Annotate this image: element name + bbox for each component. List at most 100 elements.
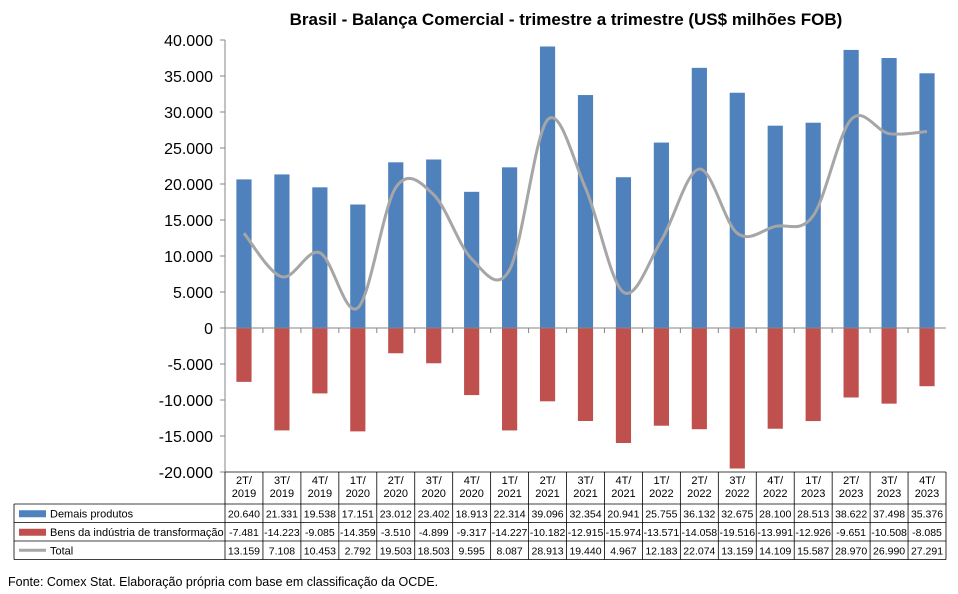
data-cell: 19.538 bbox=[304, 508, 336, 520]
legend-key-1 bbox=[19, 528, 46, 536]
data-cell: -3.510 bbox=[381, 527, 411, 539]
bar-bens-industria-9 bbox=[577, 328, 594, 421]
y-tick-label: 15.000 bbox=[164, 213, 213, 230]
data-cell: 19.440 bbox=[569, 545, 601, 557]
data-table: 2T/2019 3T/2019 4T/2019 1T/2020 2T/2020 3T/20… bbox=[13, 471, 947, 560]
bar-bens-industria-2 bbox=[312, 328, 328, 394]
data-cell: 13.159 bbox=[721, 545, 753, 557]
bar-bens-industria-7 bbox=[502, 328, 518, 431]
category-label: 4T/2023 bbox=[915, 475, 939, 500]
data-cell: -12.915 bbox=[568, 527, 604, 539]
bar-bens-industria-6 bbox=[464, 328, 480, 396]
bar-bens-industria-10 bbox=[615, 328, 632, 444]
data-cell: 17.151 bbox=[342, 508, 374, 520]
data-cell: -8.085 bbox=[912, 527, 942, 539]
bar-demais-produtos-16 bbox=[843, 49, 859, 328]
bar-demais-produtos-3 bbox=[350, 204, 366, 328]
data-cell: -10.508 bbox=[871, 527, 907, 539]
category-label: 2T/2021 bbox=[535, 475, 559, 500]
data-cell: 21.331 bbox=[266, 508, 298, 520]
data-cell: -9.651 bbox=[836, 527, 866, 539]
legend-label-1: Bens da indústria de transformação bbox=[50, 527, 224, 539]
data-cell: -14.227 bbox=[492, 527, 528, 539]
data-cell: 23.012 bbox=[380, 508, 412, 520]
y-tick-label: 0 bbox=[204, 321, 213, 338]
bar-demais-produtos-17 bbox=[881, 58, 897, 328]
data-cell: 8.087 bbox=[496, 545, 522, 557]
category-label: 1T/2022 bbox=[649, 475, 673, 500]
bar-demais-produtos-8 bbox=[539, 46, 556, 329]
category-label: 4T/2019 bbox=[308, 475, 332, 500]
data-cell: 35.376 bbox=[911, 508, 943, 520]
data-cell: -7.481 bbox=[229, 527, 259, 539]
y-tick-label: 30.000 bbox=[164, 105, 213, 122]
data-cell: 32.354 bbox=[569, 508, 601, 520]
legend-label-0: Demais produtos bbox=[50, 508, 134, 520]
source-note: Fonte: Comex Stat. Elaboração própria co… bbox=[8, 575, 438, 589]
category-label: 1T/2021 bbox=[497, 475, 521, 500]
y-tick-label: -10.000 bbox=[159, 393, 213, 410]
data-cell: 22.074 bbox=[683, 545, 715, 557]
data-cell: 26.990 bbox=[873, 545, 905, 557]
category-label: 4T/2022 bbox=[763, 475, 787, 500]
bar-bens-industria-3 bbox=[350, 328, 366, 432]
data-cell: 20.941 bbox=[607, 508, 639, 520]
bar-demais-produtos-1 bbox=[274, 174, 290, 328]
bar-demais-produtos-10 bbox=[615, 177, 632, 328]
total-line bbox=[242, 114, 928, 311]
bar-bens-industria-8 bbox=[539, 328, 556, 402]
y-tick-label: 40.000 bbox=[164, 33, 213, 50]
data-cell: 38.622 bbox=[835, 508, 867, 520]
total-line-layer bbox=[242, 114, 928, 311]
data-cell: 18.913 bbox=[456, 508, 488, 520]
data-cell: 32.675 bbox=[721, 508, 753, 520]
data-cell: -14.223 bbox=[264, 527, 300, 539]
bar-bens-industria-14 bbox=[767, 328, 783, 429]
data-cell: 36.132 bbox=[683, 508, 715, 520]
category-label: 2T/2019 bbox=[232, 475, 256, 500]
data-cell: 12.183 bbox=[645, 545, 677, 557]
data-cell: 28.513 bbox=[797, 508, 829, 520]
bar-demais-produtos-11 bbox=[653, 142, 669, 328]
category-label: 2T/2023 bbox=[839, 475, 863, 500]
y-tick-label: -15.000 bbox=[159, 429, 213, 446]
bar-bens-industria-5 bbox=[426, 328, 442, 364]
bar-demais-produtos-0 bbox=[236, 179, 252, 328]
data-cell: -14.058 bbox=[682, 527, 718, 539]
data-cell: 9.595 bbox=[459, 545, 485, 557]
category-label: 3T/2020 bbox=[421, 475, 445, 500]
category-label: 3T/2022 bbox=[725, 475, 749, 500]
data-cell: 10.453 bbox=[304, 545, 336, 557]
y-tick-label: -5.000 bbox=[168, 357, 213, 374]
bar-demais-produtos-5 bbox=[426, 159, 442, 328]
y-tick-label: 10.000 bbox=[164, 249, 213, 266]
bar-demais-produtos-18 bbox=[919, 73, 935, 328]
data-cell: 14.109 bbox=[759, 545, 791, 557]
bar-bens-industria-16 bbox=[843, 328, 859, 398]
bar-bens-industria-15 bbox=[805, 328, 821, 422]
data-cell: 7.108 bbox=[269, 545, 295, 557]
bar-demais-produtos-9 bbox=[577, 95, 594, 328]
data-cell: -13.571 bbox=[644, 527, 680, 539]
data-cell: 28.970 bbox=[835, 545, 867, 557]
bar-demais-produtos-2 bbox=[312, 187, 328, 328]
data-cell: 37.498 bbox=[873, 508, 905, 520]
data-cell: 13.159 bbox=[228, 545, 260, 557]
category-label: 4T/2021 bbox=[611, 475, 635, 500]
bar-bens-industria-11 bbox=[653, 328, 669, 426]
bar-bens-industria-18 bbox=[919, 328, 935, 387]
data-cell: 18.503 bbox=[418, 545, 450, 557]
data-cell: 19.503 bbox=[380, 545, 412, 557]
data-cell: 20.640 bbox=[228, 508, 260, 520]
bar-bens-industria-1 bbox=[274, 328, 290, 431]
bar-demais-produtos-12 bbox=[691, 67, 707, 328]
data-cell: 2.792 bbox=[345, 545, 371, 557]
data-cell: -15.974 bbox=[606, 527, 642, 539]
data-cell: -9.317 bbox=[457, 527, 487, 539]
bars-layer bbox=[236, 46, 935, 469]
data-cell: -9.085 bbox=[305, 527, 335, 539]
bar-bens-industria-12 bbox=[691, 328, 707, 430]
category-label: 3T/2023 bbox=[877, 475, 901, 500]
data-cell: 22.314 bbox=[494, 508, 526, 520]
